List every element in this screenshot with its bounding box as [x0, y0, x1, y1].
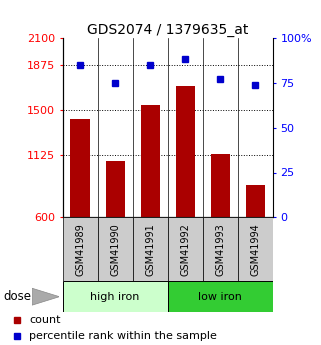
Text: percentile rank within the sample: percentile rank within the sample — [30, 331, 217, 341]
Bar — [133, 217, 168, 281]
Text: count: count — [30, 315, 61, 325]
Text: GSM41990: GSM41990 — [110, 223, 120, 276]
Bar — [238, 217, 273, 281]
Text: GSM41994: GSM41994 — [250, 223, 260, 276]
Text: low iron: low iron — [198, 292, 242, 302]
Bar — [246, 185, 265, 217]
Bar — [168, 217, 203, 281]
Bar — [141, 105, 160, 217]
Bar — [176, 86, 195, 217]
Bar — [168, 281, 273, 312]
Text: GSM41989: GSM41989 — [75, 223, 85, 276]
Bar — [71, 119, 90, 217]
Text: high iron: high iron — [91, 292, 140, 302]
Bar — [106, 161, 125, 217]
Text: GSM41992: GSM41992 — [180, 223, 190, 276]
Text: dose: dose — [3, 290, 31, 303]
Bar — [63, 281, 168, 312]
Bar — [211, 154, 230, 217]
Polygon shape — [32, 288, 59, 305]
Text: GSM41993: GSM41993 — [215, 223, 225, 276]
Bar — [98, 217, 133, 281]
Bar — [63, 217, 98, 281]
Bar — [203, 217, 238, 281]
Title: GDS2074 / 1379635_at: GDS2074 / 1379635_at — [87, 23, 248, 37]
Text: GSM41991: GSM41991 — [145, 223, 155, 276]
